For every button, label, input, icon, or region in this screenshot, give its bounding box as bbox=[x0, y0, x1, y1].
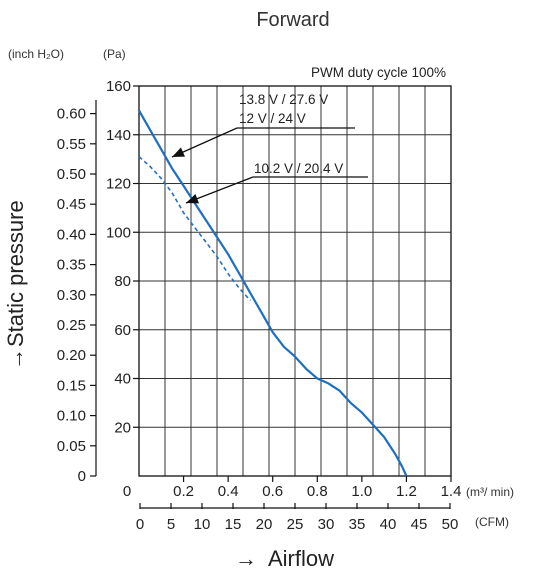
series-line-2 bbox=[138, 156, 251, 302]
grid-lines bbox=[139, 86, 451, 476]
x-top-tick-label: 0 bbox=[123, 483, 131, 500]
series-group bbox=[138, 109, 408, 477]
series-2-arrowhead bbox=[186, 193, 199, 204]
y-left-tick-label: 0.20 bbox=[57, 347, 86, 364]
x-top-tick-label: 0.6 bbox=[262, 483, 283, 500]
x-axis-label: Airflow bbox=[268, 546, 334, 571]
y-left-tick-label: 0.15 bbox=[57, 377, 86, 394]
x-top-tick-label: 1.4 bbox=[441, 483, 462, 500]
x-top-tick-label: 0.4 bbox=[218, 483, 239, 500]
y-right-tick-label: 100 bbox=[106, 224, 131, 241]
y-axis-arrow: → bbox=[3, 348, 28, 370]
x-axis-cfm: 0 5 10 15 20 25 30 35 40 45 50 bbox=[136, 503, 459, 533]
x-bottom-tick-label: 15 bbox=[225, 516, 242, 533]
y-left-tick-label: 0.60 bbox=[57, 106, 86, 123]
x-bottom-tick-label: 20 bbox=[256, 516, 273, 533]
series-label-1-line-2: 12 V / 24 V bbox=[239, 111, 306, 126]
y-left-tick-label: 0.55 bbox=[57, 136, 86, 153]
y-left-tick-label: 0.40 bbox=[57, 226, 86, 243]
y-right-tick-label: 20 bbox=[114, 419, 131, 436]
y-right-tick-label: 120 bbox=[106, 176, 131, 193]
y-left-tick-label: 0.50 bbox=[57, 166, 86, 183]
y-right-tick-label: 140 bbox=[106, 127, 131, 144]
x-bottom-tick-label: 5 bbox=[167, 516, 175, 533]
x-axis-arrow: → bbox=[235, 546, 257, 571]
series-label-2: 10.2 V / 20.4 V bbox=[254, 161, 343, 176]
x-top-tick-label: 1.2 bbox=[396, 483, 417, 500]
duty-cycle-label: PWM duty cycle 100% bbox=[311, 65, 446, 80]
y-axis-label-group: → Static pressure bbox=[3, 200, 28, 370]
x-bottom-tick-label: 30 bbox=[318, 516, 335, 533]
x-bottom-tick-label: 0 bbox=[136, 516, 144, 533]
y-right-tick-label: 160 bbox=[106, 78, 131, 95]
x-unit-secondary: (CFM) bbox=[475, 515, 509, 529]
y-right-tick-label: 40 bbox=[114, 371, 131, 388]
y-right-tick-label: 60 bbox=[114, 322, 131, 339]
y-axis-right: 20 40 60 80 100 120 140 160 bbox=[106, 78, 139, 436]
y-left-tick-label: 0.35 bbox=[57, 257, 86, 274]
y-axis-label: Static pressure bbox=[3, 200, 28, 347]
x-top-tick-label: 0.8 bbox=[307, 483, 328, 500]
x-bottom-tick-label: 25 bbox=[287, 516, 304, 533]
chart-title: Forward bbox=[256, 9, 329, 31]
y-left-tick-label: 0.05 bbox=[57, 438, 86, 455]
y-unit-right: (Pa) bbox=[103, 47, 126, 61]
y-left-tick-label: 0.30 bbox=[57, 287, 86, 304]
x-bottom-tick-label: 10 bbox=[194, 516, 211, 533]
y-unit-left: (inch H₂O) bbox=[8, 47, 64, 61]
y-right-tick-label: 80 bbox=[114, 273, 131, 290]
x-axis-m3min: 0 0.2 0.4 0.6 0.8 1.0 1.2 1.4 bbox=[123, 476, 462, 500]
series-line-1 bbox=[138, 109, 408, 477]
x-bottom-tick-label: 35 bbox=[349, 516, 366, 533]
series-label-1-line-1: 13.8 V / 27.6 V bbox=[239, 92, 328, 107]
x-unit-primary: (m³/ min) bbox=[466, 485, 514, 499]
x-top-tick-label: 0.2 bbox=[173, 483, 194, 500]
y-left-tick-label: 0 bbox=[78, 468, 86, 485]
legend-annotations: 13.8 V / 27.6 V 12 V / 24 V 10.2 V / 20.… bbox=[171, 92, 368, 204]
x-bottom-tick-label: 50 bbox=[442, 516, 459, 533]
series-1-arrowhead bbox=[172, 147, 185, 157]
x-top-tick-label: 1.0 bbox=[351, 483, 372, 500]
y-left-tick-label: 0.10 bbox=[57, 408, 86, 425]
y-left-tick-label: 0.25 bbox=[57, 317, 86, 334]
x-bottom-tick-label: 45 bbox=[411, 516, 428, 533]
y-axis-left: 0 0.05 0.10 0.15 0.20 0.25 0.30 0.35 0.40 0.45 0.5… bbox=[57, 100, 97, 485]
x-bottom-tick-label: 40 bbox=[380, 516, 397, 533]
y-left-tick-label: 0.45 bbox=[57, 196, 86, 213]
